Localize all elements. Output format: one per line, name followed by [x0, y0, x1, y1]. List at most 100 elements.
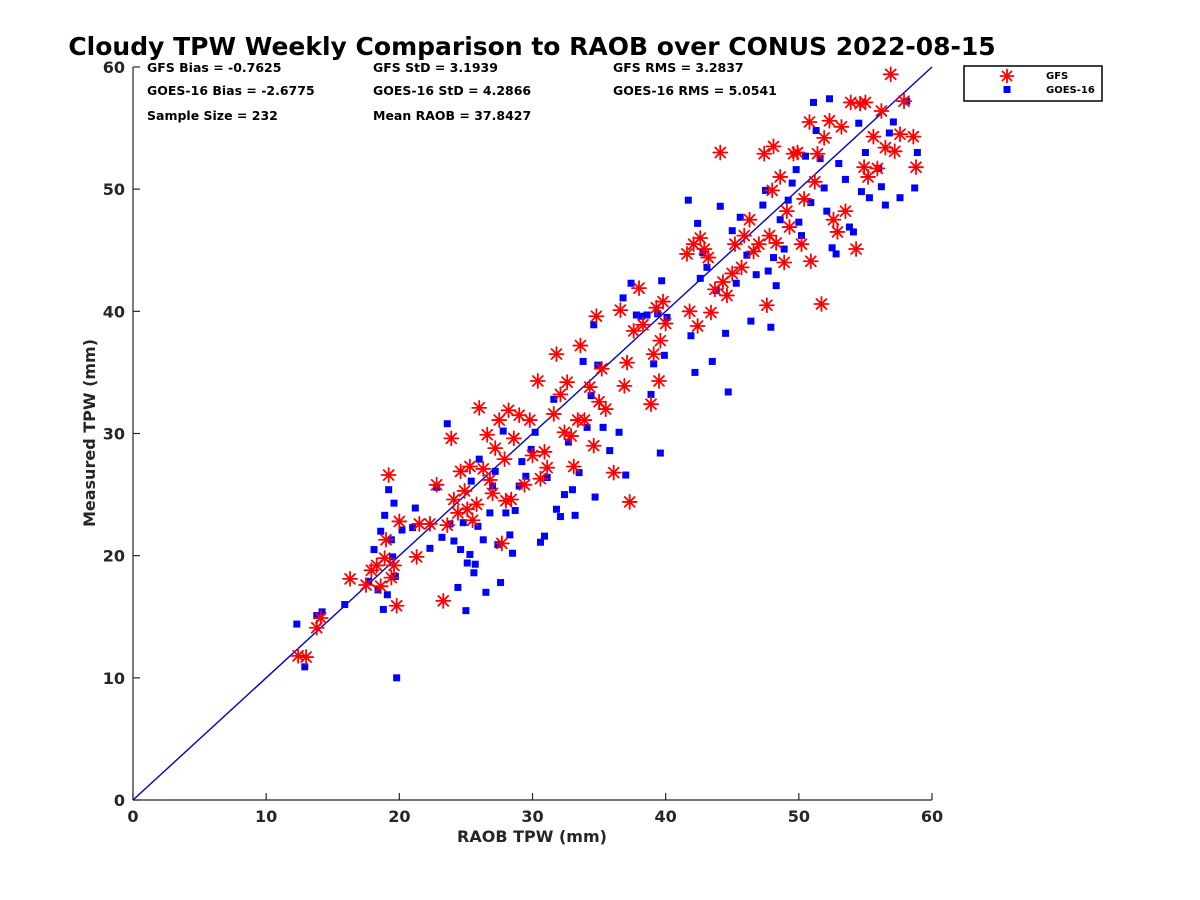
goes-16-point — [474, 522, 482, 530]
goes-16-point — [784, 196, 792, 204]
goes-16-point — [776, 216, 784, 224]
gfs-point — [700, 249, 717, 266]
goes-16-point — [550, 395, 558, 403]
goes-16-point — [797, 232, 805, 240]
goes-16-point — [823, 207, 831, 215]
gfs-point — [679, 246, 695, 262]
goes-16-point — [467, 477, 475, 485]
gfs-point — [750, 236, 767, 253]
goes-16-point — [703, 263, 711, 271]
goes-16-point — [591, 493, 599, 501]
y-tick-label: 20 — [103, 547, 125, 566]
gfs-point — [652, 332, 669, 349]
gfs-point — [524, 447, 541, 464]
gfs-point — [312, 610, 329, 626]
gfs-point — [645, 346, 662, 362]
goes-16-point — [313, 612, 321, 620]
stat-goes-std: GOES-16 StD = 4.2866 — [373, 83, 531, 98]
goes-16-point — [747, 317, 755, 325]
gfs-point — [657, 315, 674, 332]
gfs-point — [536, 443, 553, 460]
goes-16-point — [475, 455, 483, 463]
goes-16-point — [889, 118, 897, 126]
goes-16-point — [391, 572, 399, 580]
goes-16-point — [318, 608, 326, 616]
gfs-point — [809, 145, 826, 162]
legend: GFS GOES-16 — [963, 65, 1103, 102]
gfs-point — [548, 346, 565, 362]
gfs-point — [491, 412, 508, 428]
gfs-point — [376, 550, 393, 567]
goes-16-point — [583, 423, 591, 431]
gfs-point — [635, 316, 651, 333]
gfs-point — [386, 557, 402, 574]
goes-16-point — [632, 311, 640, 319]
gfs-point — [358, 577, 374, 593]
stat-gfs-rms: GFS RMS = 3.2837 — [613, 60, 744, 75]
goes-16-point — [660, 351, 668, 359]
gfs-point — [707, 281, 723, 298]
goes-16-point — [627, 279, 635, 287]
goes-16-point — [724, 388, 732, 396]
gfs-point — [439, 517, 456, 534]
x-tick-label: 40 — [655, 807, 677, 826]
gfs-point — [493, 535, 510, 552]
gfs-point — [857, 94, 874, 111]
goes-16-point — [536, 538, 544, 546]
legend-box — [963, 65, 1103, 102]
goes-16-point — [590, 321, 598, 329]
goes-16-point — [462, 607, 470, 615]
gfs-point — [563, 428, 580, 444]
legend-gfs-label: GFS — [1046, 71, 1068, 82]
stat-goes-rms: GOES-16 RMS = 5.0541 — [613, 83, 777, 98]
gfs-point — [796, 191, 813, 207]
gfs-point — [655, 293, 671, 310]
goes-16-point — [825, 95, 833, 103]
goes-16-point — [575, 469, 583, 477]
y-axis-label: Measured TPW (mm) — [80, 339, 99, 527]
x-tick-label: 10 — [255, 807, 277, 826]
goes-16-point — [494, 541, 502, 549]
goes-16-point — [877, 183, 885, 191]
goes-16-point — [752, 271, 760, 279]
gfs-point — [378, 531, 394, 548]
gfs-point — [559, 374, 576, 391]
goes-16-point — [722, 329, 730, 337]
gfs-point — [685, 236, 702, 253]
y-tick-label: 30 — [103, 425, 125, 444]
goes-16-point — [696, 274, 704, 282]
goes-16-point — [732, 279, 740, 287]
goes-16-point — [654, 310, 662, 318]
gfs-point — [625, 322, 642, 339]
x-tick-label: 0 — [127, 807, 138, 826]
goes-16-point — [845, 223, 853, 231]
gfs-series — [290, 66, 924, 665]
gfs-point — [585, 437, 602, 454]
gfs-point — [443, 430, 460, 447]
gfs-point — [821, 112, 838, 129]
legend-gfs-asterisk — [999, 68, 1015, 84]
goes-16-point — [881, 201, 889, 209]
gfs-point — [342, 570, 358, 587]
goes-16-point — [491, 467, 499, 475]
goes-16-point — [896, 194, 904, 202]
gfs-point — [532, 470, 549, 487]
gfs-point — [521, 412, 538, 428]
goes-16-point — [293, 620, 301, 628]
goes-16-point — [816, 155, 824, 163]
goes-16-point — [656, 449, 664, 457]
gfs-point — [545, 406, 562, 422]
goes-16-point — [828, 244, 836, 252]
goes-16-point — [568, 486, 576, 494]
gfs-point — [703, 304, 719, 321]
gfs-point — [408, 548, 425, 565]
gfs-point — [471, 399, 488, 416]
gfs-point — [597, 401, 614, 417]
goes-16-point — [764, 267, 772, 275]
gfs-point — [487, 440, 504, 457]
gfs-point — [892, 126, 908, 143]
goes-16-point — [643, 311, 651, 319]
goes-16-point — [479, 536, 487, 544]
goes-16-point — [684, 196, 692, 204]
gfs-point — [380, 467, 397, 483]
